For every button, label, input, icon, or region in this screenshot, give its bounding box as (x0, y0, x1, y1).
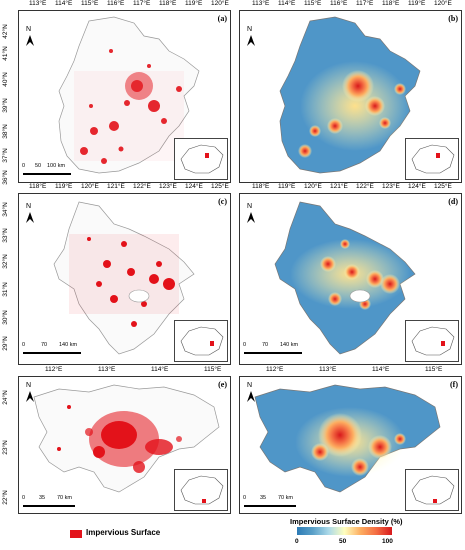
panel-d-map: N (d) 0 70 140 km (239, 193, 462, 365)
xtick: 119°E (408, 0, 426, 7)
ytick: 40°N (1, 72, 9, 87)
xtick: 113°E (252, 0, 270, 7)
panel-b-map: N (b) (239, 10, 462, 183)
xtick: 117°E (356, 0, 374, 7)
ytick: 37°N (1, 148, 9, 163)
xtick: 118°E (382, 0, 400, 7)
xtick: 123°E (382, 183, 400, 190)
xtick: 115°E (81, 0, 99, 7)
north-arrow-icon: N (244, 203, 258, 224)
xtick: 113°E (319, 366, 337, 373)
impervious-legend-swatch (70, 530, 82, 538)
xtick: 113°E (98, 366, 116, 373)
locator-inset (405, 138, 459, 180)
panel-d-density (274, 201, 416, 355)
xtick: 116°E (107, 0, 125, 7)
xtick: 112°E (45, 366, 63, 373)
xtick: 120°E (81, 183, 99, 190)
north-arrow-icon: N (23, 26, 37, 47)
colorbar-min: 0 (295, 538, 299, 545)
panel-a-map: N (a) 0 50 100 km (18, 10, 231, 183)
ytick: 33°N (1, 228, 9, 243)
xtick: 120°E (211, 0, 229, 7)
panel-e-map: N (e) 0 35 70 km (18, 376, 231, 514)
colorbar-title: Impervious Surface Density (%) (290, 517, 403, 526)
panel-label: (b) (448, 14, 458, 23)
xtick: 120°E (304, 183, 322, 190)
colorbar-max: 100 (382, 538, 393, 545)
xtick: 114°E (278, 0, 296, 7)
xtick: 118°E (252, 183, 270, 190)
panel-label: (c) (218, 197, 227, 206)
ytick: 23°N (1, 440, 9, 455)
xtick: 122°E (133, 183, 151, 190)
xtick: 119°E (278, 183, 296, 190)
north-arrow-icon: N (23, 203, 37, 224)
xtick: 125°E (434, 183, 452, 190)
ytick: 29°N (1, 336, 9, 351)
panel-c-map: N (c) 0 70 140 km (18, 193, 231, 365)
locator-inset (174, 469, 228, 511)
impervious-legend-label: Impervious Surface (86, 528, 161, 537)
xtick: 114°E (151, 366, 169, 373)
ytick: 34°N (1, 202, 9, 217)
xtick: 115°E (425, 366, 443, 373)
locator-inset (174, 320, 228, 362)
xtick: 118°E (159, 0, 177, 7)
north-arrow-icon: N (244, 26, 258, 47)
xtick: 121°E (107, 183, 125, 190)
xtick: 113°E (29, 0, 47, 7)
xtick: 112°E (266, 366, 284, 373)
panel-f-map: N (f) 0 35 70 km (239, 376, 462, 514)
panel-label: (d) (448, 197, 458, 206)
xtick: 114°E (372, 366, 390, 373)
ytick: 36°N (1, 170, 9, 185)
locator-inset (405, 469, 459, 511)
ytick: 42°N (1, 24, 9, 39)
ytick: 22°N (1, 490, 9, 505)
xtick: 123°E (159, 183, 177, 190)
ytick: 24°N (1, 390, 9, 405)
xtick: 115°E (204, 366, 222, 373)
panel-e-region (33, 384, 220, 493)
xtick: 119°E (55, 183, 73, 190)
colorbar-mid: 50 (339, 538, 347, 545)
panel-label: (a) (217, 14, 227, 23)
north-arrow-icon: N (244, 382, 258, 403)
xtick: 122°E (356, 183, 374, 190)
north-arrow-icon: N (23, 382, 37, 403)
ytick: 41°N (1, 46, 9, 61)
xtick: 125°E (211, 183, 229, 190)
ytick: 38°N (1, 124, 9, 139)
xtick: 115°E (304, 0, 322, 7)
ytick: 30°N (1, 310, 9, 325)
ytick: 39°N (1, 98, 9, 113)
locator-inset (405, 320, 459, 362)
panel-c-region (53, 201, 195, 355)
xtick: 114°E (55, 0, 73, 7)
xtick: 116°E (330, 0, 348, 7)
impervious-surface-clusters (87, 237, 175, 327)
density-colorbar (297, 527, 392, 535)
panel-label: (f) (450, 380, 458, 389)
ytick: 31°N (1, 282, 9, 297)
xtick: 120°E (434, 0, 452, 7)
xtick: 124°E (408, 183, 426, 190)
xtick: 117°E (133, 0, 151, 7)
locator-inset (174, 138, 228, 180)
ytick: 32°N (1, 254, 9, 269)
xtick: 118°E (29, 183, 47, 190)
panel-label: (e) (218, 380, 227, 389)
impervious-surface-clusters (57, 405, 182, 473)
xtick: 124°E (185, 183, 203, 190)
panel-f-density (254, 384, 441, 493)
impervious-surface-clusters (80, 49, 182, 164)
panel-a-region (58, 16, 200, 174)
xtick: 121°E (330, 183, 348, 190)
xtick: 119°E (185, 0, 203, 7)
panel-b-density (279, 16, 421, 174)
